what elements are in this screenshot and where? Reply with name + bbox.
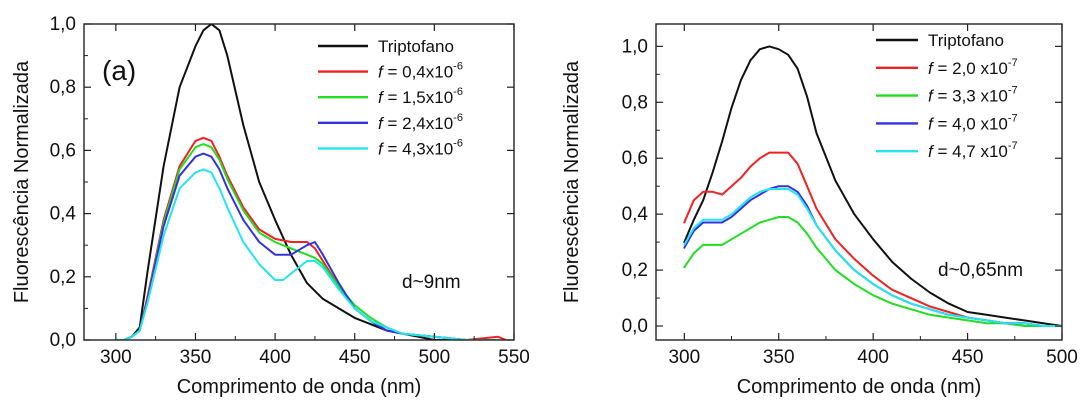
legend-f-symbol: f [928,87,935,106]
y-tick-label: 0,4 [622,204,649,225]
legend-entry-4: f = 4,0 x10-7 [928,112,1018,133]
legend-text: = 2,4x10 [383,114,453,133]
legend-f-symbol: f [928,142,935,161]
legend-entry-1: Triptofano [378,37,454,56]
series-line-3 [683,216,1062,327]
series-line-2 [114,136,507,340]
y-axis-label: Fluorescência Normalizada [11,60,33,303]
x-tick-label: 300 [100,347,132,368]
legend-entry-2: f = 2,0 x10-7 [928,57,1018,78]
legend-text: = 2,0 x10 [933,59,1008,78]
legend-exponent: -7 [1008,57,1018,69]
legend-text: Triptofano [378,37,454,56]
plot-frame [655,23,1063,341]
legend-exponent: -7 [1008,112,1018,124]
legend-f-symbol: f [928,59,935,78]
legend-entry-1: Triptofano [928,31,1004,50]
legend-f-symbol: f [378,114,385,133]
x-tick-label: 350 [180,347,212,368]
legend-exponent: -6 [453,86,463,98]
x-tick-label: 350 [763,347,795,368]
x-tick-label: 500 [419,347,451,368]
y-tick-label: 0,8 [622,92,648,113]
legend-text: = 1,5x10 [383,88,453,107]
y-tick-label: 1,0 [50,14,76,35]
y-tick-label: 0,4 [50,204,77,225]
y-tick-label: 0,0 [622,316,648,337]
x-tick-label: 500 [1046,347,1078,368]
legend-f-symbol: f [378,63,385,82]
y-tick-label: 0,6 [622,148,648,169]
legend-exponent: -6 [453,61,463,73]
legend-text: Triptofano [928,31,1004,50]
legend-exponent: -6 [453,137,463,149]
chart-panel-1: 300 350 400 450 500 550 0,0 0,2 0,4 0,6 0,8 1,0 Comp… [11,14,530,398]
x-tick-label: 450 [952,347,984,368]
x-tick-label: 450 [339,347,371,368]
x-axis-label: Comprimento de onda (nm) [177,376,422,398]
legend-text: = 3,3 x10 [933,87,1008,106]
series-line-5 [683,188,1062,327]
panel-label: (a) [102,55,136,86]
legend-text: = 4,0 x10 [933,114,1008,133]
legend-text: = 0,4x10 [383,63,453,82]
legend-text: = 4,7 x10 [933,142,1008,161]
annotation-label: d~9nm [402,272,461,293]
y-tick-label: 0,0 [50,330,76,351]
legend-entry-2: f = 0,4x10-6 [378,61,463,82]
legend-exponent: -6 [453,112,463,124]
legend-text: = 4,3x10 [383,139,453,158]
chart-panel-2: 300 350 400 450 500 0,0 0,2 0,4 0,6 0,8 1,0 Comprim… [561,23,1078,398]
legend-f-symbol: f [378,139,385,158]
annotation-label: d~0,65nm [938,260,1023,281]
y-tick-label: 0,8 [50,77,76,98]
legend-entry-4: f = 2,4x10-6 [378,112,463,133]
legend-f-symbol: f [928,114,935,133]
series-line-1 [683,45,1062,327]
legend-entry-5: f = 4,3x10-6 [378,137,463,158]
y-tick-label: 0,6 [50,140,76,161]
legend-entry-3: f = 1,5x10-6 [378,86,463,107]
series-line-5 [114,168,500,340]
x-tick-label: 300 [668,347,700,368]
y-tick-label: 0,2 [622,260,648,281]
x-tick-label: 550 [498,347,530,368]
legend-f-symbol: f [378,88,385,107]
y-tick-label: 0,2 [50,267,76,288]
x-tick-label: 400 [857,347,889,368]
legend-entry-5: f = 4,7 x10-7 [928,140,1018,161]
x-axis-label: Comprimento de onda (nm) [737,376,982,398]
x-tick-label: 400 [259,347,291,368]
y-axis-label: Fluorescência Normalizada [561,60,583,303]
legend-exponent: -7 [1008,85,1018,97]
legend-exponent: -7 [1008,140,1018,152]
legend-entry-3: f = 3,3 x10-7 [928,85,1018,106]
y-tick-label: 1,0 [622,36,648,57]
series-line-4 [114,152,500,340]
